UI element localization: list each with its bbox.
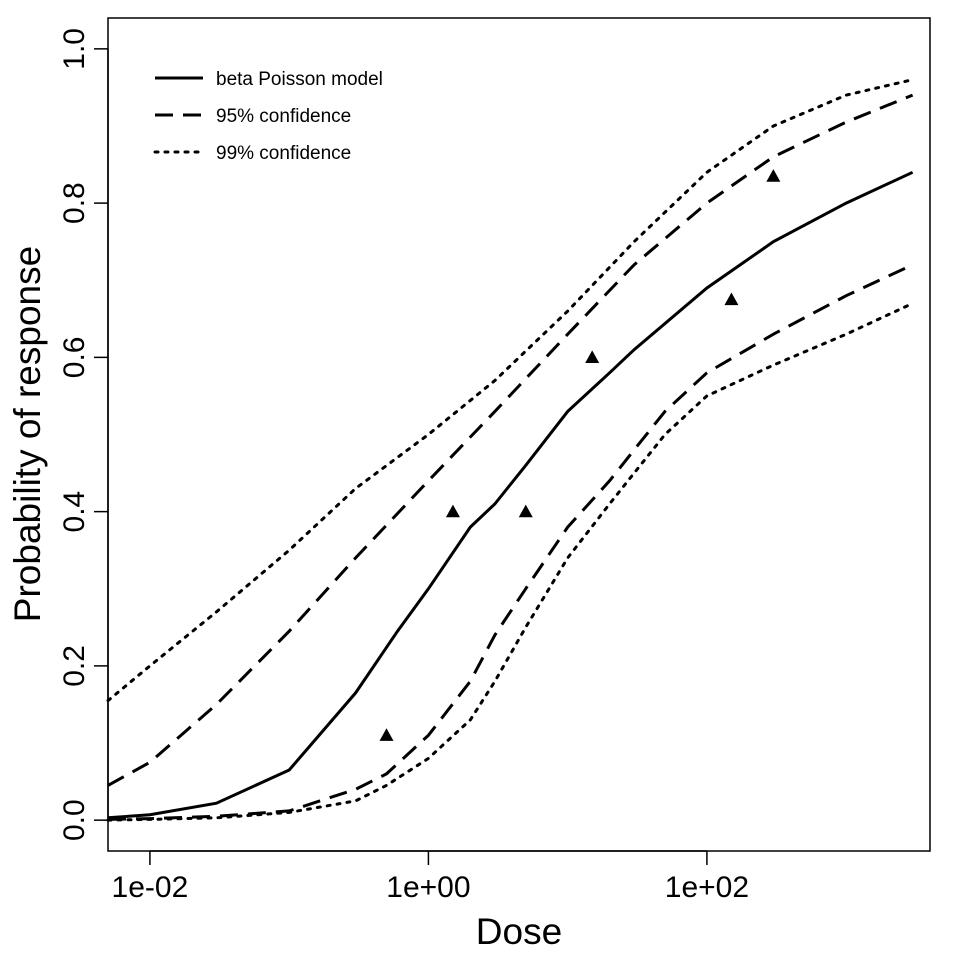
y-tick-label: 0.2 xyxy=(58,645,91,687)
y-tick-label: 1.0 xyxy=(58,28,91,70)
y-tick-label: 0.4 xyxy=(58,491,91,533)
series-dotted-line-4 xyxy=(106,301,915,822)
y-axis-title: Probability of response xyxy=(7,246,48,622)
legend-label: 99% confidence xyxy=(216,143,351,164)
observed-point xyxy=(724,292,739,306)
x-tick-label: 1e+02 xyxy=(665,871,749,904)
x-tick-label: 1e-02 xyxy=(112,871,189,904)
series-dashed-line-1 xyxy=(107,93,914,787)
series-dotted-line-3 xyxy=(106,78,915,703)
observed-points xyxy=(379,169,781,741)
observed-point xyxy=(585,350,600,363)
observed-point xyxy=(379,728,394,741)
x-tick-label: 1e+00 xyxy=(386,871,470,904)
y-axis: 0.0 0.2 0.4 0.6 0.8 1.0 xyxy=(58,28,109,841)
y-tick-label: 0.8 xyxy=(58,182,91,224)
legend-label: beta Poisson model xyxy=(216,69,383,90)
y-tick-label: 0.0 xyxy=(58,799,91,841)
legend-label: 95% confidence xyxy=(216,106,351,127)
x-axis: 1e-02 1e+00 1e+02 xyxy=(112,850,749,904)
y-tick-label: 0.6 xyxy=(58,337,91,379)
series-layer xyxy=(106,78,915,822)
series-solid-line-0 xyxy=(107,170,914,820)
legend: beta Poisson model 95% confidence 99% conf… xyxy=(153,69,383,164)
series-dashed-line-2 xyxy=(107,263,914,821)
observed-point xyxy=(445,504,460,518)
observed-point xyxy=(518,504,533,518)
observed-point xyxy=(766,169,781,182)
x-axis-title: Dose xyxy=(476,911,562,952)
